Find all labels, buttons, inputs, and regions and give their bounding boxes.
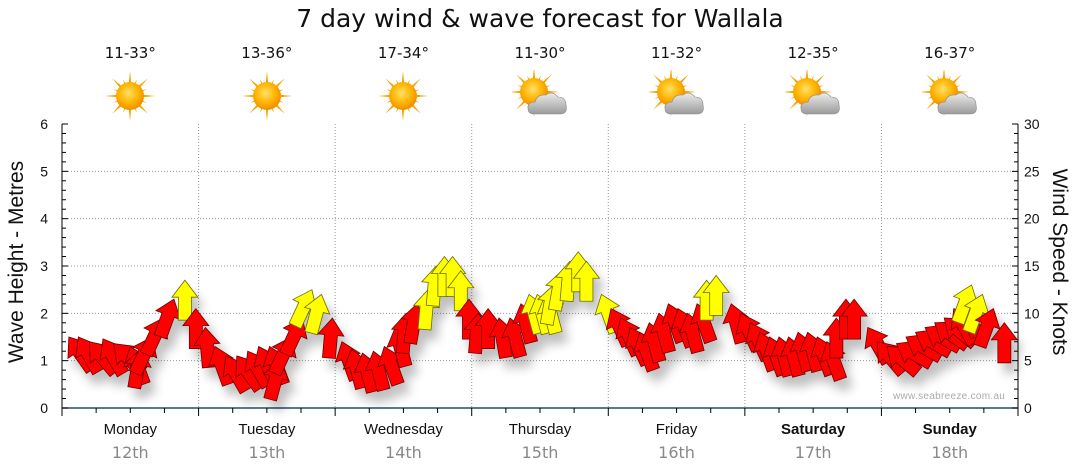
x-tick-label-day: Thursday bbox=[508, 421, 572, 438]
y-tick-label-right: 20 bbox=[1024, 211, 1040, 227]
y-tick-label-left: 0 bbox=[40, 400, 48, 416]
day-temperature: 12-35° bbox=[787, 44, 839, 62]
wind-arrow bbox=[990, 322, 1019, 364]
partly-cloudy-icon bbox=[509, 67, 568, 122]
y-tick-label-right: 30 bbox=[1024, 116, 1040, 132]
chart-title: 7 day wind & wave forecast for Wallala bbox=[296, 4, 784, 33]
y-tick-label-right: 0 bbox=[1024, 400, 1032, 416]
y-tick-label-left: 3 bbox=[40, 258, 48, 274]
wind-arrow bbox=[572, 260, 601, 302]
x-tick-label-date: 14th bbox=[385, 443, 422, 462]
x-tick-label-date: 13th bbox=[248, 443, 286, 462]
y-tick-label-left: 5 bbox=[40, 163, 48, 179]
y-tick-label-right: 15 bbox=[1024, 258, 1040, 274]
x-tick-label-day: Sunday bbox=[922, 421, 977, 438]
y-tick-label-right: 5 bbox=[1024, 353, 1032, 369]
day-temperature: 11-32° bbox=[651, 44, 703, 62]
x-tick-label-date: 12th bbox=[111, 443, 149, 462]
wind-arrow bbox=[317, 317, 345, 359]
x-tick-label-date: 15th bbox=[521, 443, 559, 462]
sun-icon bbox=[375, 70, 431, 122]
partly-cloudy-icon bbox=[918, 67, 978, 122]
day-temperature: 13-36° bbox=[241, 44, 293, 62]
wind-arrow bbox=[303, 293, 331, 336]
y-tick-label-left: 4 bbox=[40, 211, 48, 227]
x-tick-label-day: Monday bbox=[103, 421, 157, 438]
wind-arrow bbox=[702, 274, 730, 316]
wind-arrow bbox=[973, 307, 1001, 349]
y-tick-label-left: 2 bbox=[40, 305, 48, 321]
day-temperature: 11-33° bbox=[104, 44, 156, 62]
y-tick-label-left: 6 bbox=[40, 116, 48, 132]
x-tick-label-date: 18th bbox=[931, 443, 969, 462]
y-axis-right-label: Wind Speed - Knots bbox=[1048, 168, 1071, 356]
wind-arrow bbox=[171, 279, 199, 321]
partly-cloudy-icon bbox=[645, 67, 705, 122]
day-temperature: 16-37° bbox=[924, 44, 976, 62]
x-tick-label-day: Saturday bbox=[781, 421, 846, 438]
x-tick-label-date: 16th bbox=[658, 443, 695, 462]
sun-icon bbox=[102, 70, 158, 122]
x-tick-label-date: 17th bbox=[794, 443, 832, 462]
x-tick-label-day: Friday bbox=[655, 421, 698, 438]
day-temperature: 17-34° bbox=[377, 44, 429, 62]
y-tick-label-right: 10 bbox=[1024, 305, 1040, 321]
y-tick-label-right: 25 bbox=[1024, 163, 1040, 179]
partly-cloudy-icon bbox=[782, 67, 841, 122]
watermark: www.seabreeze.com.au bbox=[893, 391, 1006, 402]
wind-arrow bbox=[840, 298, 868, 340]
y-axis-left-label: Wave Height - Metres bbox=[5, 160, 28, 364]
sun-icon bbox=[239, 70, 295, 122]
x-tick-label-day: Tuesday bbox=[238, 421, 296, 438]
x-tick-label-day: Wednesday bbox=[363, 421, 443, 438]
day-temperature: 11-30° bbox=[514, 44, 566, 62]
y-tick-label-left: 1 bbox=[40, 353, 48, 369]
